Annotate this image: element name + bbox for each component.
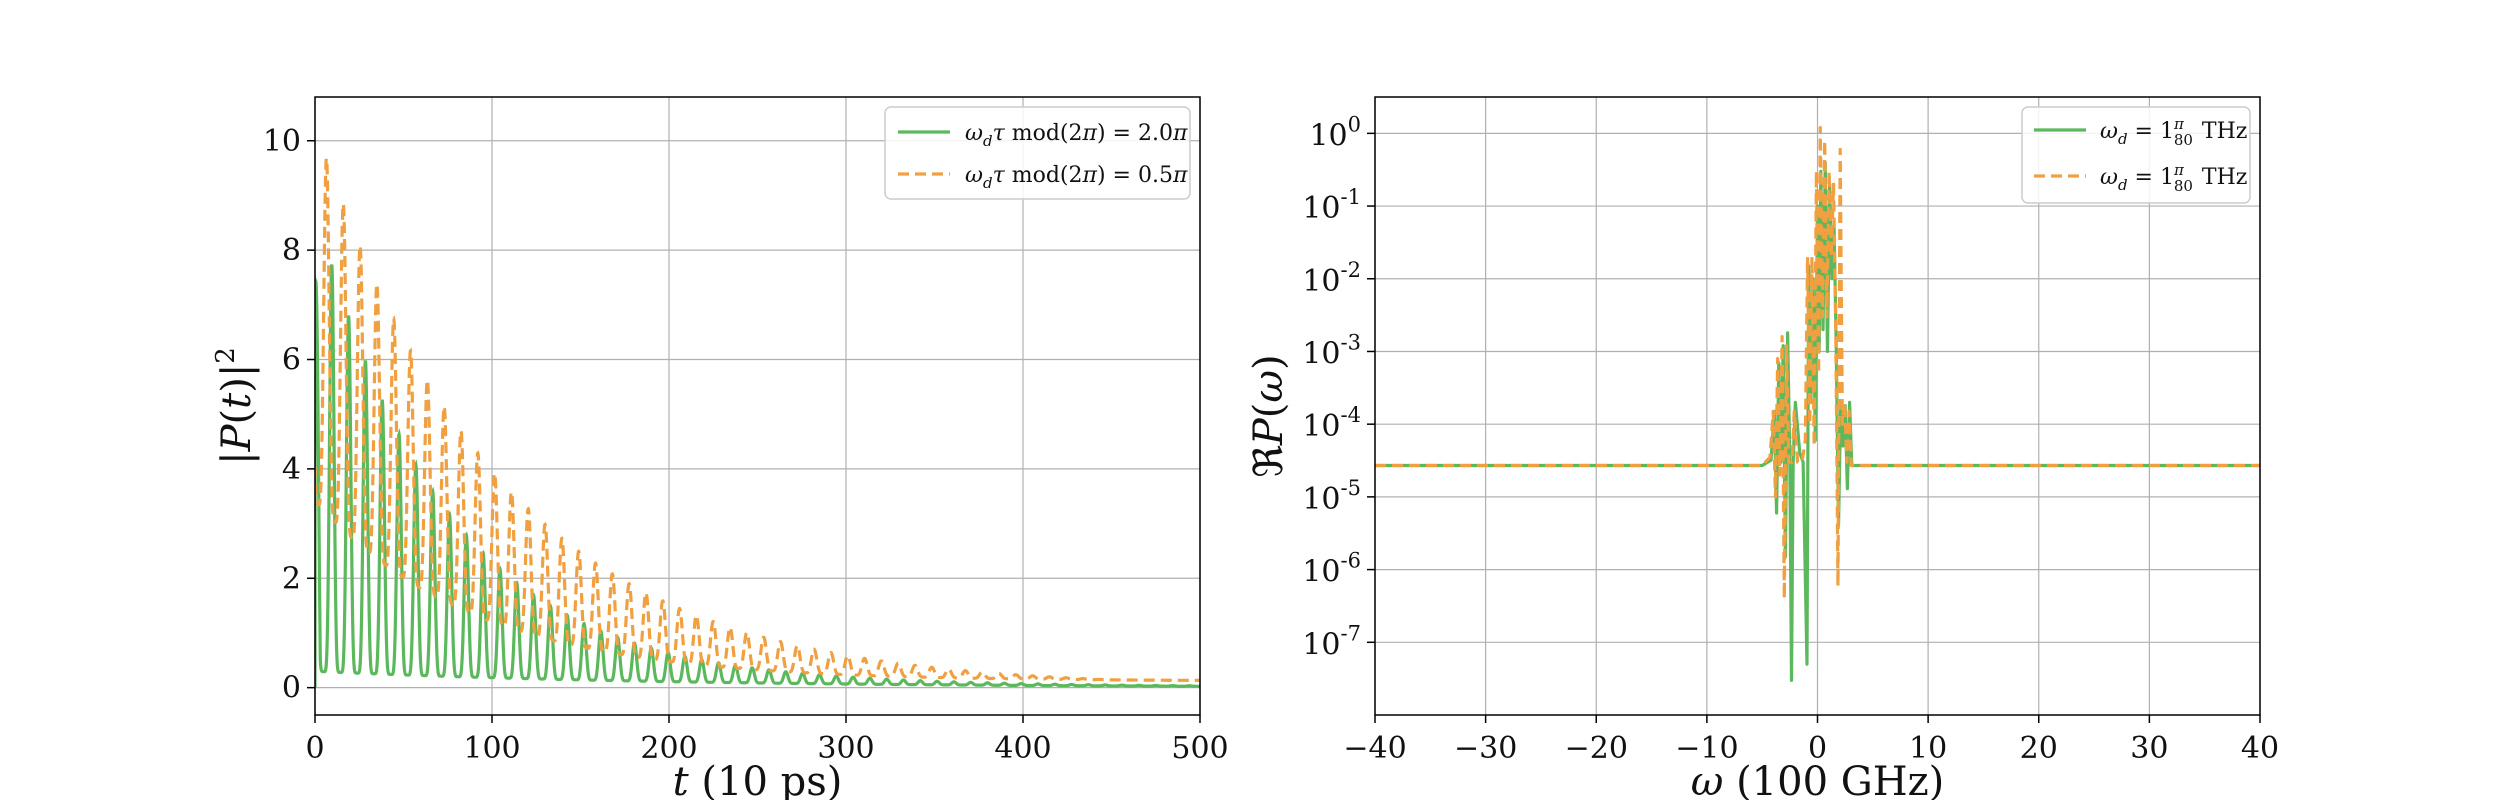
y-tick-label: 4 xyxy=(282,452,301,487)
x-tick-label: 20 xyxy=(2020,731,2058,766)
frequency-domain-plot: −40 −30 −20 −10 0 10 20 30 40 100 10-1 10-2 10-3 10-4… xyxy=(1246,96,2279,800)
y-tick-label: 8 xyxy=(282,233,301,268)
y-tick-label: 6 xyxy=(282,343,301,378)
x-tick-label: 0 xyxy=(305,731,324,766)
y-tick-label: 10-7 xyxy=(1302,621,1361,662)
legend-label-2: ωd = 1π 80 THz xyxy=(2100,161,2247,195)
y-tick-label: 10-2 xyxy=(1302,258,1361,299)
x-tick-label: 0 xyxy=(1808,731,1827,766)
y-tick-label: 10-6 xyxy=(1302,549,1361,590)
x-tick-label: 200 xyxy=(640,731,697,766)
legend-label-2: ωdτ mod(2π) = 0.5π xyxy=(965,163,1188,192)
x-tick-label: −30 xyxy=(1454,731,1517,766)
x-tick-label: 500 xyxy=(1171,731,1228,766)
series-line-1 xyxy=(315,264,1200,688)
legend-label-1: ωdτ mod(2π) = 2.0π xyxy=(965,121,1188,150)
x-tick-label: 300 xyxy=(817,731,874,766)
x-tick-label: −20 xyxy=(1565,731,1628,766)
y-tick-label: 10-4 xyxy=(1302,403,1361,444)
x-tick-label: 30 xyxy=(2130,731,2168,766)
legend: ωd = 1π 80 THz ωd = 1π 80 THz xyxy=(2021,106,2251,204)
legend-label-1: ωd = 1π 80 THz xyxy=(2100,115,2247,149)
time-domain-plot: 0 100 200 300 400 500 0 2 4 6 8 10 t (10 ps) |P(t)|2 ω… xyxy=(211,96,1229,800)
y-tick-label: 2 xyxy=(282,561,301,596)
x-tick-label: 400 xyxy=(994,731,1051,766)
y-tick-label: 100 xyxy=(1309,112,1361,153)
y-tick-label: 10-3 xyxy=(1302,330,1361,371)
x-tick-label: 10 xyxy=(1909,731,1947,766)
y-tick-label: 10 xyxy=(263,124,301,159)
x-tick-label: 40 xyxy=(2241,731,2279,766)
axes-frame xyxy=(314,96,1201,716)
y-axis-title: |P(t)|2 xyxy=(211,347,260,465)
x-tick-label: −40 xyxy=(1343,731,1406,766)
y-tick-label: 10-1 xyxy=(1302,185,1361,226)
y-axis-title: ℜP(ω) xyxy=(1246,354,1292,477)
y-tick-label: 10-5 xyxy=(1302,476,1361,517)
legend: ωdτ mod(2π) = 2.0π ωdτ mod(2π) = 0.5π xyxy=(884,106,1191,200)
x-tick-label: 100 xyxy=(463,731,520,766)
series-line-2 xyxy=(1375,126,2260,601)
x-axis-title: t (10 ps) xyxy=(673,759,843,800)
y-tick-label: 0 xyxy=(282,671,301,706)
x-tick-label: −10 xyxy=(1675,731,1738,766)
series-line-2 xyxy=(315,153,1200,682)
x-axis-title: ω (100 GHz) xyxy=(1691,759,1945,800)
